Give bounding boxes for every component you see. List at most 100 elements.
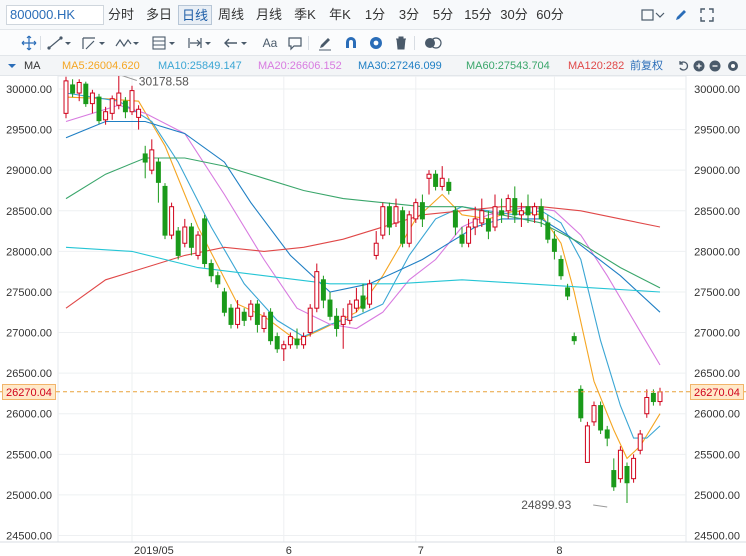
arrow-tool-icon[interactable] [222,34,240,52]
period-tab[interactable]: 日线 [178,5,212,25]
candle [591,401,597,426]
symbol-text: 800000.HK [10,7,76,22]
period-tab[interactable]: 多日 [145,7,172,22]
dropdown-arrow-icon[interactable] [98,34,106,52]
candle-body [472,218,478,228]
period-tab[interactable]: 15分 [464,7,492,22]
candle [208,259,214,283]
y-tick-label-right: 27000.00 [694,328,740,340]
text-tool-icon[interactable]: Aa [262,36,278,50]
dropdown-arrow-icon[interactable] [168,34,176,52]
pen-icon[interactable] [673,7,689,23]
y-tick-label-right: 29000.00 [694,165,740,177]
dropdown-arrow-icon[interactable] [655,7,665,23]
trash-icon[interactable] [392,34,410,52]
candle-body [584,425,590,463]
fibonacci-tool-icon[interactable] [150,34,168,52]
candle [314,263,320,313]
zoom-out-icon[interactable] [708,56,722,83]
candle-body [116,92,122,106]
candle-body [202,218,208,265]
channel-tool-icon[interactable] [80,34,98,52]
y-tick-label-left: 25000.00 [6,490,52,502]
period-tab[interactable]: 分时 [107,7,134,22]
candle-body [499,210,505,216]
candle [261,312,267,333]
candle [63,76,69,119]
line-tool-icon[interactable] [46,34,64,52]
crosshair-move-icon[interactable] [20,34,38,52]
candle-body [433,173,439,187]
x-axis-ticks: 2019/05 6 7 8 [0,541,746,556]
candle [433,170,439,191]
x-tick-label: 8 [556,545,562,556]
eye-icon[interactable] [367,34,385,52]
fullscreen-icon[interactable] [699,7,715,23]
candle-body [287,336,293,346]
period-tab[interactable]: 1分 [364,7,386,22]
comment-icon[interactable] [286,34,304,52]
candle-body [241,311,247,321]
dropdown-arrow-icon[interactable] [240,34,248,52]
y-tick-label-right: 30000.00 [694,84,740,96]
candle [367,279,373,309]
settings-gear-icon[interactable] [726,56,740,83]
period-tab[interactable]: 季K [294,7,316,22]
candle [116,76,122,110]
candle [182,218,188,248]
candle-body [76,81,82,94]
candle-body [532,206,538,216]
candle-body [393,206,399,224]
ma-legend-item: MA10:25849.147 [158,56,242,76]
candle [611,458,617,491]
period-tab[interactable]: 5分 [432,7,454,22]
candle [136,105,142,130]
ma-legend-label: MA120: [568,60,606,72]
candle [617,446,623,483]
dropdown-arrow-icon[interactable] [204,34,212,52]
brush-icon[interactable] [316,34,334,52]
candle [129,85,135,115]
symbol-input[interactable]: 800000.HK [6,5,104,25]
candle-body [320,279,326,301]
candle [373,231,379,260]
candle-body [122,100,128,113]
range-tool-icon[interactable] [186,34,204,52]
candle-body [386,206,392,228]
candle-body [109,98,115,114]
candle [235,300,241,329]
period-tab[interactable]: 年K [329,7,351,22]
period-tab[interactable]: 月线 [255,7,282,22]
candle-body [254,303,260,325]
dropdown-arrow-icon[interactable] [64,34,72,52]
candle [419,194,425,228]
y-tick-label-left: 30000.00 [6,84,52,96]
candle [301,332,307,349]
period-tab[interactable]: 周线 [217,7,244,22]
magnet-icon[interactable] [342,34,360,52]
candle [604,425,610,447]
ma-toggle-label[interactable]: MA [24,60,41,72]
candlestick-chart[interactable]: 30000.00 30000.00 29500.00 29500.00 29000.00… [0,76,746,556]
zoom-in-icon[interactable] [692,56,706,83]
square-icon[interactable] [640,7,656,23]
toggle-drawings-icon[interactable] [422,34,444,52]
candle [175,227,181,260]
candle-body [617,449,623,480]
period-tab[interactable]: 60分 [536,7,564,22]
candle [565,283,571,301]
dropdown-arrow-icon[interactable] [132,34,140,52]
ma-legend-label: MA20: [258,60,290,72]
candle [169,202,175,240]
candle-body [169,206,175,236]
price-adjust-label[interactable]: 前复权 [630,60,663,72]
wave-tool-icon[interactable] [114,34,132,52]
undo-icon[interactable] [676,56,690,83]
candle-body [103,111,109,121]
candle [70,79,76,98]
period-tab[interactable]: 30分 [500,7,528,22]
period-tab[interactable]: 3分 [398,7,420,22]
candle [294,328,300,349]
ma-collapse-icon[interactable] [6,56,18,83]
candle-body [221,291,227,313]
